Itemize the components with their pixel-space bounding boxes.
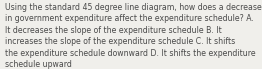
Text: Using the standard 45 degree line diagram, how does a decrease
in government exp: Using the standard 45 degree line diagra… — [5, 3, 261, 69]
